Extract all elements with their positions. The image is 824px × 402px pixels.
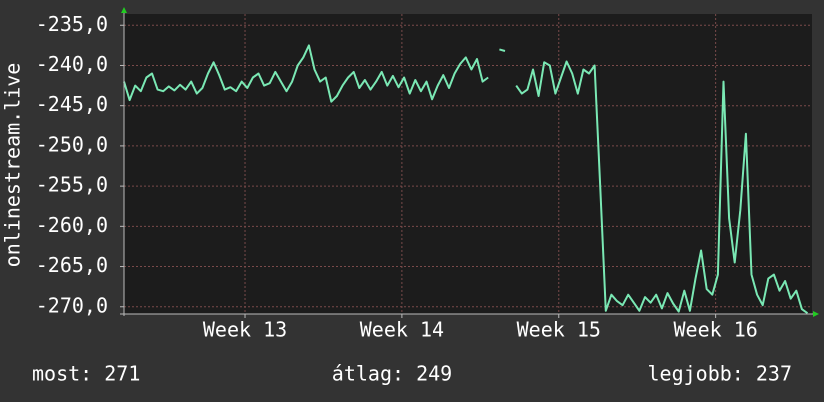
- footer-current: most: 271: [32, 362, 140, 386]
- footer-average: átlag: 249: [332, 362, 452, 386]
- y-tick-label: -250,0: [36, 132, 108, 156]
- x-tick-label: Week 16: [673, 318, 757, 342]
- marks: [123, 44, 809, 315]
- y-tick-label: -265,0: [36, 253, 108, 277]
- y-tick-label: -245,0: [36, 92, 108, 116]
- x-tick-label: Week 15: [517, 318, 601, 342]
- footer-best: legjobb: 237: [648, 362, 793, 386]
- y-tick-label: -260,0: [36, 213, 108, 237]
- y-tick-label: -235,0: [36, 12, 108, 36]
- x-tick-label: Week 14: [360, 318, 444, 342]
- x-axis-arrow: [813, 311, 819, 317]
- y-tick-label: -255,0: [36, 173, 108, 197]
- y-tick-label: -240,0: [36, 52, 108, 76]
- y-axis-label: onlinestream.live: [1, 63, 25, 268]
- y-axis-arrow: [121, 7, 127, 13]
- x-tick-label: Week 13: [203, 318, 287, 342]
- plot-area: [124, 14, 812, 314]
- data-line: [123, 44, 809, 315]
- y-tick-label: -270,0: [36, 293, 108, 317]
